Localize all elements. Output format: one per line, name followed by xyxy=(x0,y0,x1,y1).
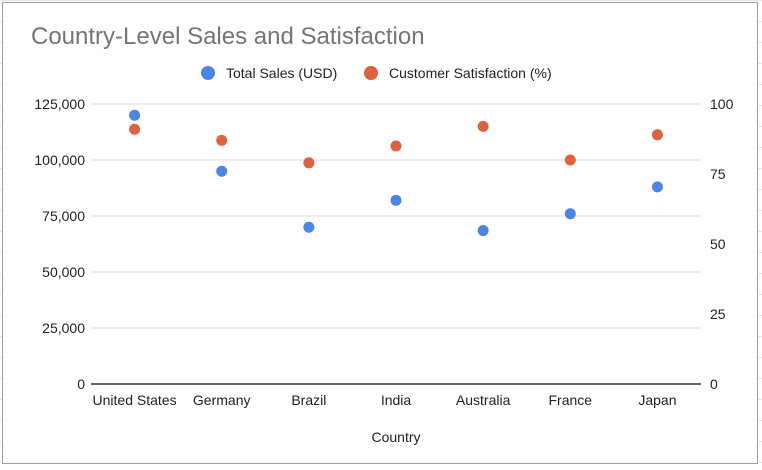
sales-point[interactable] xyxy=(390,194,402,206)
sales-point[interactable] xyxy=(216,165,228,177)
x-tick-label: France xyxy=(548,392,592,408)
sales-point[interactable] xyxy=(477,225,489,237)
y-tick-label-right: 0 xyxy=(710,376,718,392)
sales-point[interactable] xyxy=(651,181,663,193)
y-tick-label-left: 50,000 xyxy=(42,264,85,280)
y-tick-label-left: 25,000 xyxy=(42,320,85,336)
satisfaction-point[interactable] xyxy=(477,120,489,132)
legend-marker xyxy=(201,66,215,80)
legend-label[interactable]: Customer Satisfaction (%) xyxy=(389,65,552,81)
y-tick-label-left: 75,000 xyxy=(42,208,85,224)
x-tick-label: Japan xyxy=(638,392,676,408)
y-tick-label-right: 100 xyxy=(710,96,734,112)
chart-plot: 0 25,000 50,000 75,000 100,000 125,000 0 25 50 75… xyxy=(34,65,734,445)
y-tick-label-right: 75 xyxy=(710,166,726,182)
legend-marker xyxy=(364,66,378,80)
x-axis-title: Country xyxy=(371,429,420,445)
satisfaction-point[interactable] xyxy=(390,140,402,152)
x-tick-label: India xyxy=(381,392,412,408)
x-tick-label: Australia xyxy=(456,392,511,408)
satisfaction-point[interactable] xyxy=(129,123,141,135)
sales-point[interactable] xyxy=(129,109,141,121)
sales-point[interactable] xyxy=(303,221,315,233)
y-tick-label-right: 50 xyxy=(710,236,726,252)
chart-container[interactable]: Country-Level Sales and Satisfaction 0 25… xyxy=(2,2,758,464)
y-tick-label-left: 125,000 xyxy=(34,96,85,112)
x-tick-label: Germany xyxy=(193,392,251,408)
sales-point[interactable] xyxy=(564,208,576,220)
satisfaction-point[interactable] xyxy=(303,157,315,169)
x-tick-label: Brazil xyxy=(291,392,326,408)
y-tick-label-left: 0 xyxy=(77,376,85,392)
y-tick-label-right: 25 xyxy=(710,306,726,322)
y-tick-label-left: 100,000 xyxy=(34,152,85,168)
satisfaction-point[interactable] xyxy=(651,129,663,141)
chart-title: Country-Level Sales and Satisfaction xyxy=(31,23,425,50)
satisfaction-point[interactable] xyxy=(564,154,576,166)
x-tick-label: United States xyxy=(93,392,177,408)
legend-label[interactable]: Total Sales (USD) xyxy=(226,65,337,81)
satisfaction-point[interactable] xyxy=(216,134,228,146)
